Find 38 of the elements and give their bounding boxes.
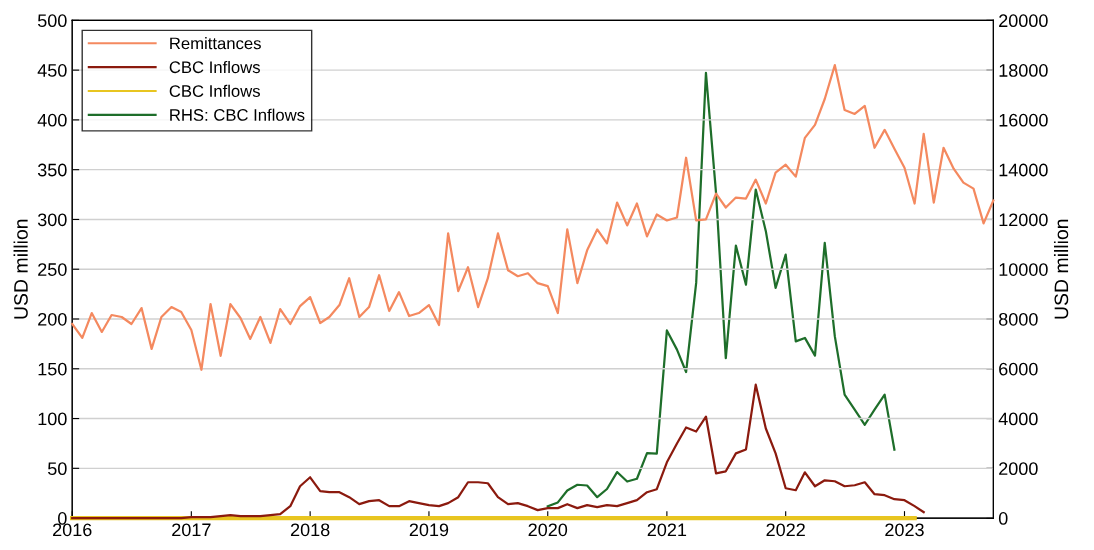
legend-label: RHS: CBC Inflows <box>170 108 305 121</box>
y-tick-label: 350 <box>37 163 67 177</box>
y2-tick-label: 2000 <box>999 462 1038 476</box>
y2-tick-label: 14000 <box>999 163 1048 177</box>
y-tick-label: 450 <box>37 64 67 77</box>
y2-tick-label: 12000 <box>999 213 1048 227</box>
y2-tick-label: 10000 <box>999 263 1048 276</box>
y-tick-label: 200 <box>38 312 67 326</box>
y-tick-label: 250 <box>38 263 67 276</box>
y2-tick-label: 0 <box>998 512 1008 525</box>
legend-label: CBC Inflows <box>169 84 260 97</box>
x-tick-label: 2021 <box>647 523 687 537</box>
y-axis-title: USD million <box>13 219 28 319</box>
y-tick-label: 50 <box>47 462 67 476</box>
y2-tick-label: 20000 <box>999 14 1048 28</box>
x-tick-label: 2020 <box>528 523 568 537</box>
y2-tick-label: 6000 <box>999 362 1038 376</box>
y-tick-label: 0 <box>58 512 67 525</box>
y-tick-label: 100 <box>38 412 67 426</box>
y-tick-label: 500 <box>37 14 67 28</box>
x-tick-label: 2019 <box>409 523 449 537</box>
y2-tick-label: 18000 <box>999 64 1048 77</box>
y2-tick-label: 4000 <box>998 412 1038 426</box>
y2-tick-label: 8000 <box>999 312 1038 326</box>
x-tick-label: 2022 <box>766 523 805 537</box>
legend-label: Remittances <box>170 37 261 50</box>
y-tick-label: 300 <box>37 213 67 227</box>
x-tick-label: 2018 <box>290 523 330 537</box>
y2-tick-label: 16000 <box>999 113 1048 127</box>
x-tick-label: 2023 <box>885 523 924 537</box>
x-tick-label: 2016 <box>53 523 92 537</box>
y-tick-label: 400 <box>37 113 67 127</box>
line-series <box>71 383 925 520</box>
legend-label: CBC Inflows <box>169 60 260 74</box>
line-series <box>546 71 896 508</box>
x-tick-label: 2017 <box>172 523 211 537</box>
y-tick-label: 150 <box>38 362 67 376</box>
y2-axis-title: USD million <box>1053 219 1069 319</box>
